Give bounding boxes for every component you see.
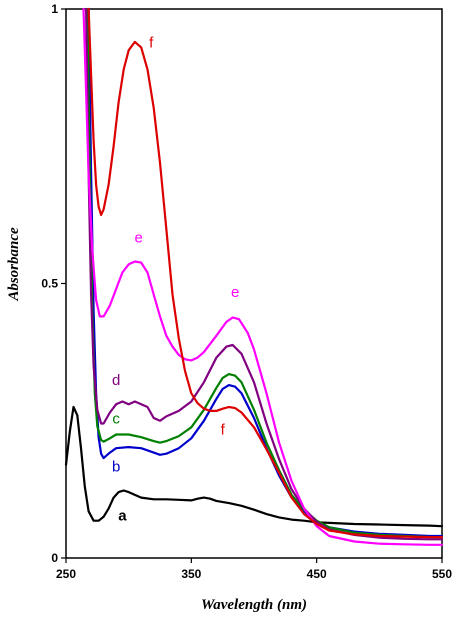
curve-label-e: e	[231, 284, 239, 301]
x-tick-label: 550	[432, 567, 452, 581]
spectrum-curves	[64, 7, 444, 546]
series-e-line	[82, 7, 444, 546]
curve-label-b: b	[112, 458, 120, 475]
series-f-line	[87, 7, 444, 539]
curve-label-a: a	[118, 508, 127, 525]
y-axis-ticks: 00.51	[41, 2, 66, 565]
x-tick-label: 250	[56, 567, 76, 581]
series-b-line	[87, 7, 444, 538]
curve-label-f: f	[221, 421, 226, 438]
y-tick-label: 0.5	[41, 277, 58, 291]
series-d-line	[85, 7, 444, 541]
y-tick-label: 0	[51, 551, 58, 565]
x-axis-title: Wavelength (nm)	[201, 597, 307, 613]
x-tick-label: 350	[181, 567, 201, 581]
x-tick-label: 450	[307, 567, 327, 581]
curve-annotations: f e e d c b f a	[112, 34, 239, 524]
curve-label-c: c	[112, 410, 120, 427]
y-axis-title: Absorbance	[6, 227, 22, 302]
curve-label-d: d	[112, 372, 120, 389]
x-axis-ticks: 250 350 450 550	[56, 558, 452, 581]
series-c-line	[86, 7, 444, 539]
plot-frame	[65, 8, 443, 559]
curve-label-f: f	[149, 34, 154, 51]
y-tick-label: 1	[51, 2, 58, 16]
curve-label-e: e	[135, 229, 143, 246]
